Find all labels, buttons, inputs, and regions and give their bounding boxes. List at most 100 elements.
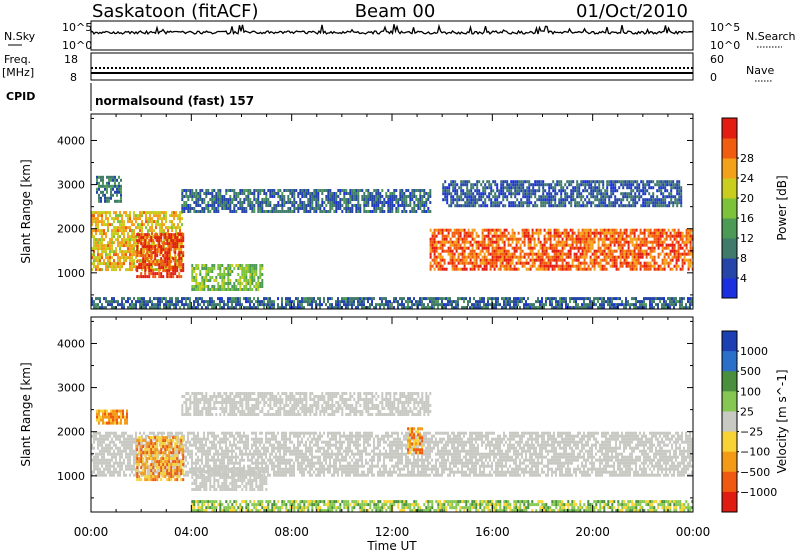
echo-cell (455, 300, 457, 304)
echo-cell (689, 240, 692, 244)
echo-cell (121, 214, 123, 218)
echo-cell (291, 189, 294, 192)
echo-cell (261, 201, 264, 204)
echo-cell (542, 189, 545, 193)
echo-cell (163, 297, 165, 301)
echo-cell (591, 258, 594, 262)
echo-cell (451, 261, 454, 265)
echo-cell (526, 201, 529, 205)
echo-cell (673, 252, 676, 256)
echo-cell (199, 282, 202, 285)
echo-cell (525, 252, 528, 256)
echo-cell (321, 198, 324, 201)
echo-cell (415, 210, 418, 213)
echo-cell (643, 240, 646, 244)
echo-cell (665, 246, 668, 250)
echo-cell (371, 300, 373, 304)
echo-cell (479, 300, 481, 304)
echo-cell (463, 258, 466, 262)
echo-cell (211, 264, 214, 267)
echo-cell (543, 264, 546, 268)
echo-cell (144, 242, 147, 246)
echo-cell (267, 306, 269, 310)
echo-cell (435, 228, 438, 232)
echo-cell (574, 201, 577, 205)
echo-cell (594, 204, 597, 208)
echo-cell (561, 255, 564, 259)
echo-cell (521, 231, 524, 235)
echo-cell (615, 249, 618, 253)
echo-cell (672, 183, 675, 187)
echo-cell (602, 192, 605, 196)
echo-cell (628, 201, 631, 205)
echo-cell (245, 279, 248, 282)
echo-cell (660, 201, 663, 205)
echo-cell (187, 303, 189, 307)
echo-cell (471, 255, 474, 259)
echo-cell (102, 181, 104, 185)
echo-cell (625, 306, 627, 310)
echo-cell (243, 285, 246, 288)
echo-cell (109, 214, 111, 218)
echo-cell (461, 228, 464, 232)
echo-cell (118, 175, 120, 179)
echo-cell (611, 249, 614, 253)
echo-cell (139, 259, 141, 263)
echo-cell (159, 229, 161, 233)
echo-cell (223, 195, 226, 198)
echo-cell (664, 189, 667, 193)
echo-cell (597, 300, 599, 304)
echo-cell (496, 201, 499, 205)
echo-cell (530, 189, 533, 193)
echo-cell (575, 303, 577, 307)
echo-cell (201, 276, 204, 279)
echo-cell (478, 192, 481, 196)
echo-cell (635, 246, 638, 250)
echo-cell (521, 255, 524, 259)
echo-cell (469, 231, 472, 235)
echo-cell (485, 264, 488, 268)
echo-cell (597, 243, 600, 247)
echo-cell (113, 229, 115, 233)
echo-cell (381, 204, 384, 207)
echo-cell (303, 297, 305, 301)
echo-cell (514, 189, 517, 193)
echo-cell (319, 297, 321, 301)
echo-cell (377, 189, 380, 192)
echo-cell (665, 258, 668, 262)
echo-cell (101, 244, 103, 248)
echo-cell (371, 192, 374, 195)
echo-cell (538, 183, 541, 187)
echo-cell (249, 282, 252, 285)
echo-cell (622, 180, 625, 184)
echo-cell (655, 237, 658, 241)
echo-cell (589, 246, 592, 250)
echo-cell (585, 237, 588, 241)
echo-cell (131, 256, 133, 260)
echo-cell (307, 300, 309, 304)
echo-cell (606, 183, 609, 187)
echo-cell (299, 198, 302, 201)
echo-cell (487, 252, 490, 256)
echo-cell (469, 243, 472, 247)
echo-cell (337, 195, 340, 198)
echo-cell (111, 306, 113, 310)
echo-cell (587, 231, 590, 235)
echo-cell (285, 300, 287, 304)
echo-cell (177, 232, 179, 236)
echo-cell (117, 217, 119, 221)
echo-cell (233, 210, 236, 213)
echo-cell (673, 264, 676, 268)
echo-cell (498, 192, 501, 196)
echo-cell (554, 195, 557, 199)
echo-cell (133, 232, 135, 236)
echo-cell (219, 288, 222, 291)
echo-cell (227, 270, 230, 273)
echo-cell (433, 252, 436, 256)
echo-cell (593, 252, 596, 256)
echo-cell (669, 267, 672, 271)
echo-cell (91, 223, 93, 227)
echo-cell (387, 189, 390, 192)
echo-cell (597, 249, 600, 253)
echo-cell (261, 210, 264, 213)
